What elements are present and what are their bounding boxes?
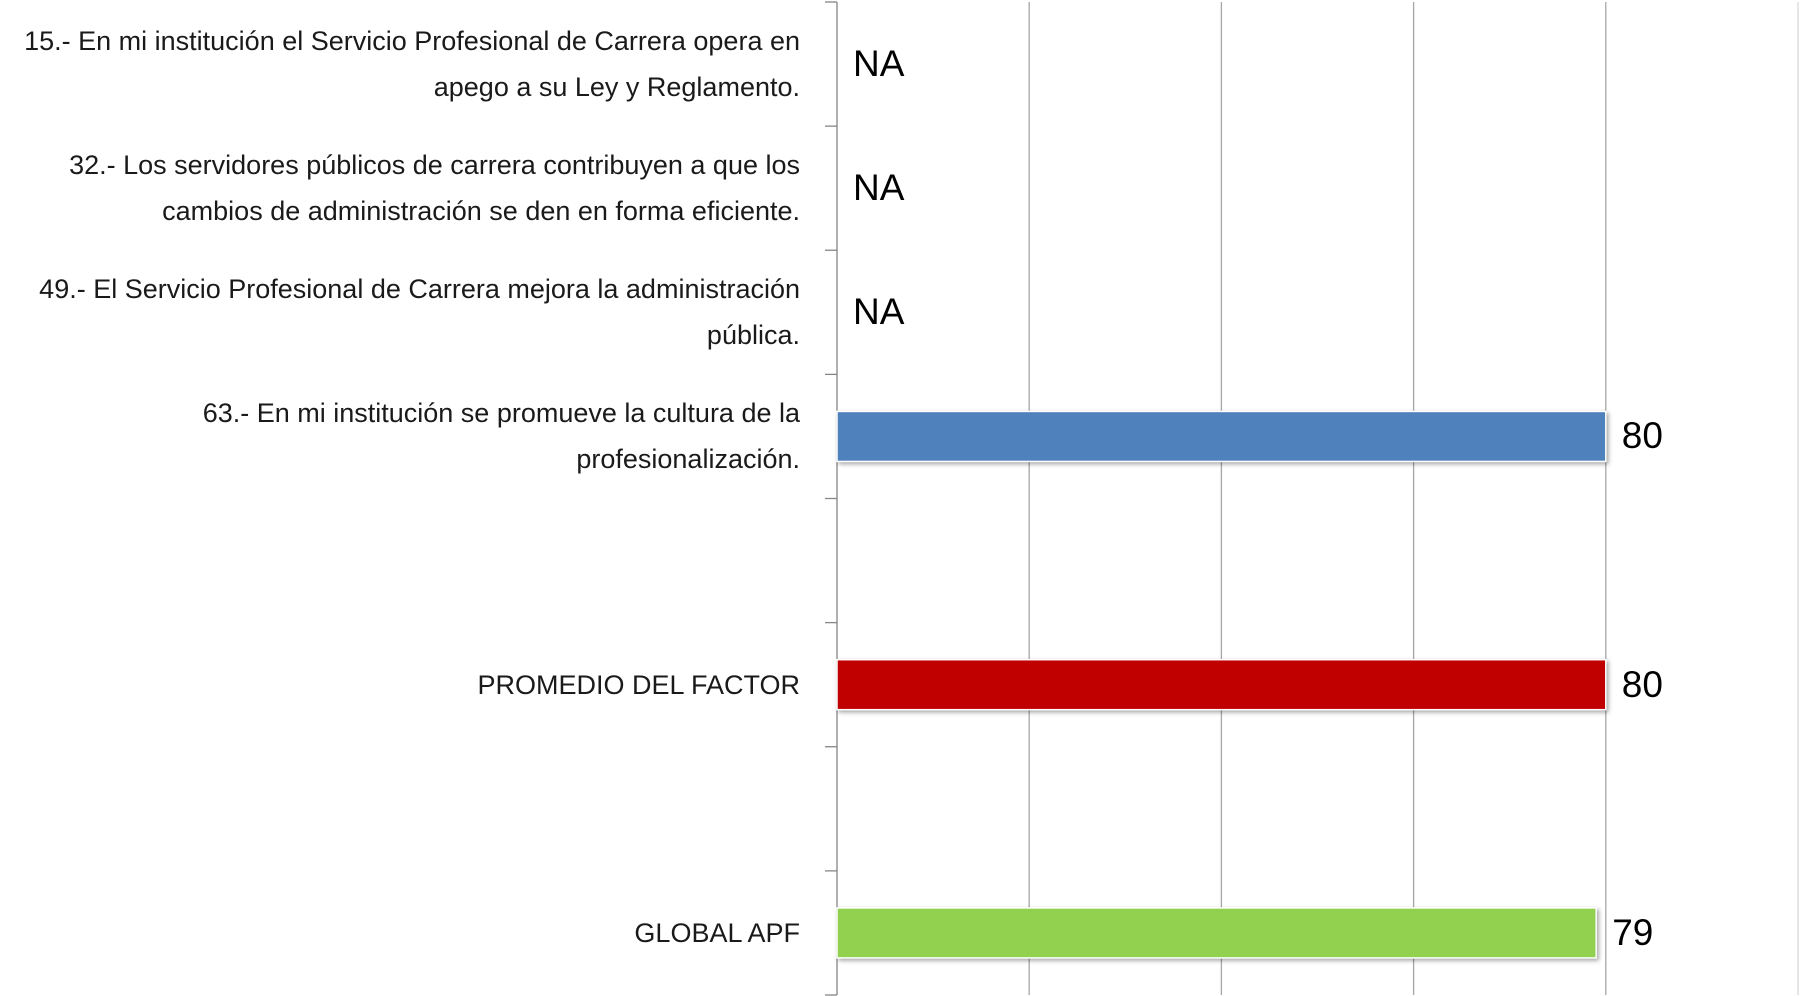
value-label: 80 xyxy=(1621,415,1663,457)
value-label: NA xyxy=(853,167,905,209)
category-label: 32.- Los servidores públicos de carrera … xyxy=(69,150,800,227)
bar xyxy=(836,410,1607,463)
bar xyxy=(836,907,1597,959)
category-label: 15.- En mi institución el Servicio Profe… xyxy=(24,26,800,103)
category-label: GLOBAL APF xyxy=(634,917,800,948)
category-label: 63.- En mi institución se promueve la cu… xyxy=(202,398,800,475)
category-label: PROMEDIO DEL FACTOR xyxy=(477,669,800,700)
category-label: 49.- El Servicio Profesional de Carrera … xyxy=(39,274,800,351)
value-label: NA xyxy=(853,43,905,85)
value-label: 80 xyxy=(1621,663,1663,705)
value-label: NA xyxy=(853,291,905,333)
value-label: 79 xyxy=(1612,911,1654,953)
bar xyxy=(836,658,1607,711)
